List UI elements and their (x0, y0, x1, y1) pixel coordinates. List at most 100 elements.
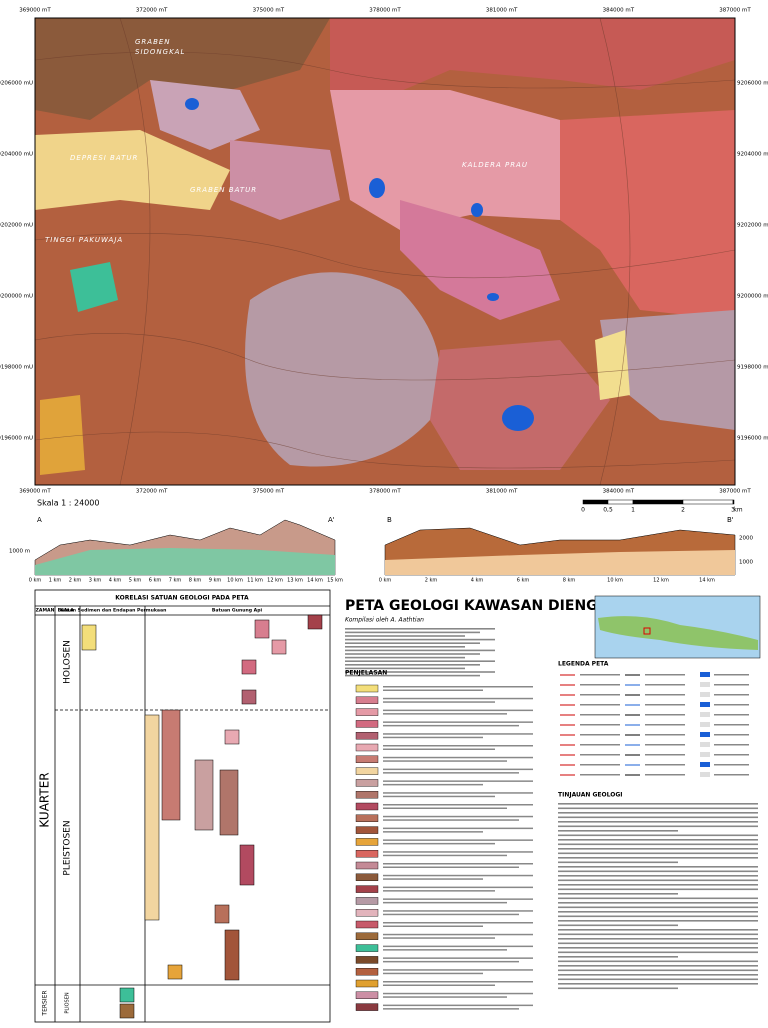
unit-yellow-2 (595, 330, 630, 400)
unit-swatch (355, 944, 379, 952)
text-line (383, 736, 483, 739)
text-line (558, 812, 758, 814)
text-line (580, 764, 620, 766)
epoch: PLIOSEN (65, 992, 71, 1014)
text-line (714, 684, 749, 686)
text-line (580, 704, 620, 706)
section-heading: TINJAUAN GEOLOGI (558, 792, 622, 799)
text-line (558, 960, 758, 963)
y-coordinate: 9196000 mU (0, 436, 33, 442)
period: TERSIER (42, 990, 49, 1016)
text-line (558, 866, 758, 868)
text-line (383, 795, 495, 798)
text-line (383, 709, 533, 712)
km-label: 8 km (189, 578, 202, 584)
text-line (345, 642, 480, 644)
unit-cone-2 (600, 310, 735, 430)
lake (369, 178, 385, 198)
text-line (558, 848, 758, 850)
text-line (383, 863, 533, 865)
legend-symbol (700, 692, 710, 697)
unit-swatch (355, 791, 379, 799)
km-label: 9 km (209, 578, 222, 584)
text-line (558, 956, 678, 958)
dynamic: 369000 mT 369000 mT 372000 mT 372000 mT 3750… (0, 8, 768, 1017)
text-line (383, 733, 533, 735)
text-line (383, 851, 533, 853)
text-line (383, 984, 495, 986)
text-line (645, 734, 685, 736)
text-line (383, 996, 507, 998)
unit-swatch (355, 932, 379, 940)
text-line (345, 649, 495, 652)
text-line (580, 674, 620, 676)
scale-number: 1 (631, 507, 635, 514)
text-line (645, 764, 685, 766)
place-label: SIDONGKAL (135, 48, 185, 56)
text-line (345, 635, 465, 637)
text-line (558, 965, 758, 967)
text-line (558, 911, 758, 913)
x-coordinate: 378000 mT (369, 489, 401, 495)
y-coordinate: 9200000 mU (0, 294, 33, 300)
unit-swatch (355, 684, 379, 693)
scale-segment (607, 499, 634, 505)
km-label: 4 km (109, 578, 122, 584)
text-line (714, 704, 749, 706)
unit-swatch (355, 968, 379, 976)
text-line (383, 866, 519, 868)
column-header: ZAMAN (36, 608, 55, 614)
unit-swatch (355, 897, 379, 905)
text-line (383, 697, 533, 700)
km-label: 5 km (129, 578, 142, 584)
unit-swatch (355, 826, 379, 834)
unit-swatch (355, 909, 379, 917)
km-label: 11 km (247, 578, 263, 584)
text-line (645, 704, 685, 706)
text-line (383, 901, 507, 904)
text-line (558, 951, 758, 954)
text-line (383, 874, 533, 877)
unit-pink (230, 140, 340, 220)
unit-swatch (355, 873, 379, 881)
unit-swatch (355, 696, 379, 704)
x-coordinate: 384000 mT (603, 8, 635, 14)
map-frame (34, 17, 736, 486)
legend-symbol (700, 772, 710, 777)
column-header: Batuan Sedimen dan Endapan Permukaan (58, 608, 167, 614)
unit-swatch (355, 991, 379, 999)
text-line (383, 933, 533, 936)
text-line (558, 843, 758, 846)
unit-swatch (355, 885, 379, 893)
text-line (383, 807, 507, 809)
text-line (383, 804, 533, 806)
unit-orange (40, 395, 85, 475)
scale-segment (682, 499, 734, 505)
km-label: 0 km (379, 578, 392, 584)
text-line (558, 942, 758, 945)
text-line (383, 1004, 533, 1007)
lake (502, 405, 534, 431)
scale-segment (732, 499, 735, 505)
text-line (558, 929, 758, 931)
text-line (383, 842, 495, 845)
text-line (558, 870, 758, 873)
author: Kompilasi oleh A. Aathtian (345, 617, 424, 624)
text-line (383, 689, 483, 691)
text-line (383, 839, 533, 841)
y-coordinate: 9202000 mU (737, 223, 768, 229)
text-line (383, 721, 533, 723)
km-label: 15 km (327, 578, 343, 584)
correlation-units (81, 614, 323, 1019)
text-line (383, 878, 483, 880)
text-line (383, 780, 533, 782)
text-line (345, 674, 480, 677)
text-line (345, 671, 495, 673)
text-line (345, 653, 480, 655)
unit-swatch (355, 779, 379, 787)
km-label: 2 km (69, 578, 82, 584)
text-line (714, 744, 749, 746)
text-line (383, 815, 533, 818)
lake (185, 98, 199, 110)
x-coordinate: 384000 mT (603, 489, 635, 495)
